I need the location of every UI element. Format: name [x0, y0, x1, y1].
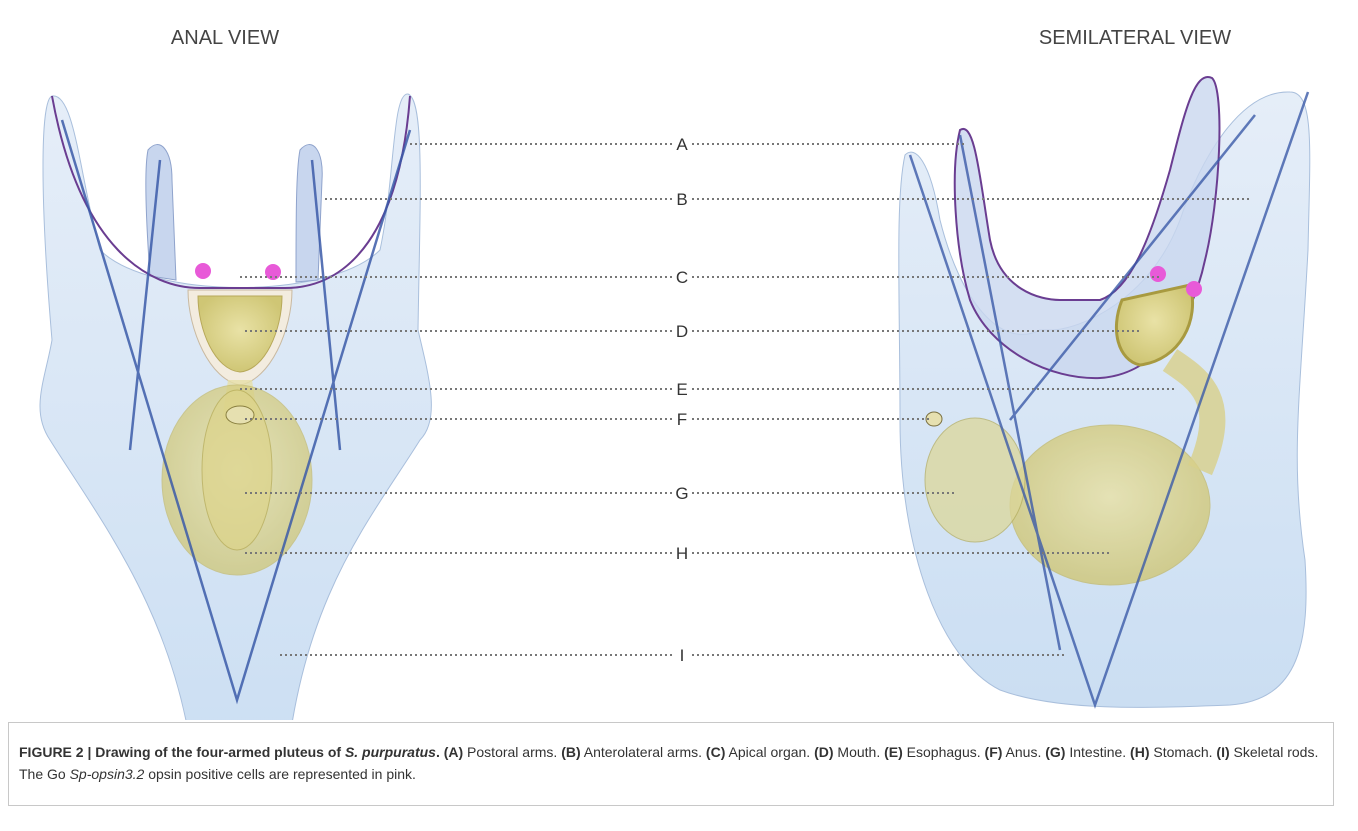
structure-label: F: [677, 410, 687, 429]
structure-label: D: [676, 322, 688, 341]
caption-text: (B): [561, 744, 580, 760]
caption-text: Anterolateral arms.: [581, 744, 706, 760]
caption-text: Anus.: [1002, 744, 1045, 760]
caption-text: .: [436, 744, 444, 760]
caption-text: Esophagus.: [903, 744, 985, 760]
caption-text: (A): [444, 744, 463, 760]
caption-box: FIGURE 2 | Drawing of the four-armed plu…: [8, 722, 1334, 806]
caption-text: S. purpuratus: [345, 744, 436, 760]
caption-text: FIGURE 2 | Drawing of the four-armed plu…: [19, 744, 345, 760]
caption-text: Postoral arms.: [463, 744, 561, 760]
caption-text: Mouth.: [834, 744, 885, 760]
caption-text: Sp-opsin3.2: [70, 766, 145, 782]
structure-label: C: [676, 268, 688, 287]
caption-text: (C): [706, 744, 725, 760]
caption: FIGURE 2 | Drawing of the four-armed plu…: [19, 741, 1319, 785]
structure-label: G: [675, 484, 688, 503]
structure-label: E: [676, 380, 687, 399]
caption-text: (G): [1045, 744, 1065, 760]
caption-text: (F): [985, 744, 1003, 760]
caption-text: opsin positive cells are represented in …: [144, 766, 416, 782]
figure: ANAL VIEW SEMILATERAL VIEW A B C D EF G H I: [0, 0, 1358, 720]
caption-text: (H): [1130, 744, 1149, 760]
caption-text: Stomach.: [1149, 744, 1216, 760]
structure-label: H: [676, 544, 688, 563]
structure-label: B: [676, 190, 687, 209]
semilateral-view-drawing: [899, 77, 1310, 707]
view-title: SEMILATERAL VIEW: [1039, 27, 1231, 49]
caption-text: (E): [884, 744, 903, 760]
page: ANAL VIEW SEMILATERAL VIEW A B C D EF G H I FIGUR…: [0, 0, 1358, 831]
structure-label: I: [680, 646, 685, 665]
anal-view-drawing: [40, 94, 431, 720]
structure-label: A: [676, 135, 688, 154]
caption-text: Intestine.: [1065, 744, 1130, 760]
caption-text: (D): [814, 744, 833, 760]
caption-text: (I): [1216, 744, 1229, 760]
view-title: ANAL VIEW: [171, 27, 279, 49]
caption-text: Apical organ.: [725, 744, 814, 760]
